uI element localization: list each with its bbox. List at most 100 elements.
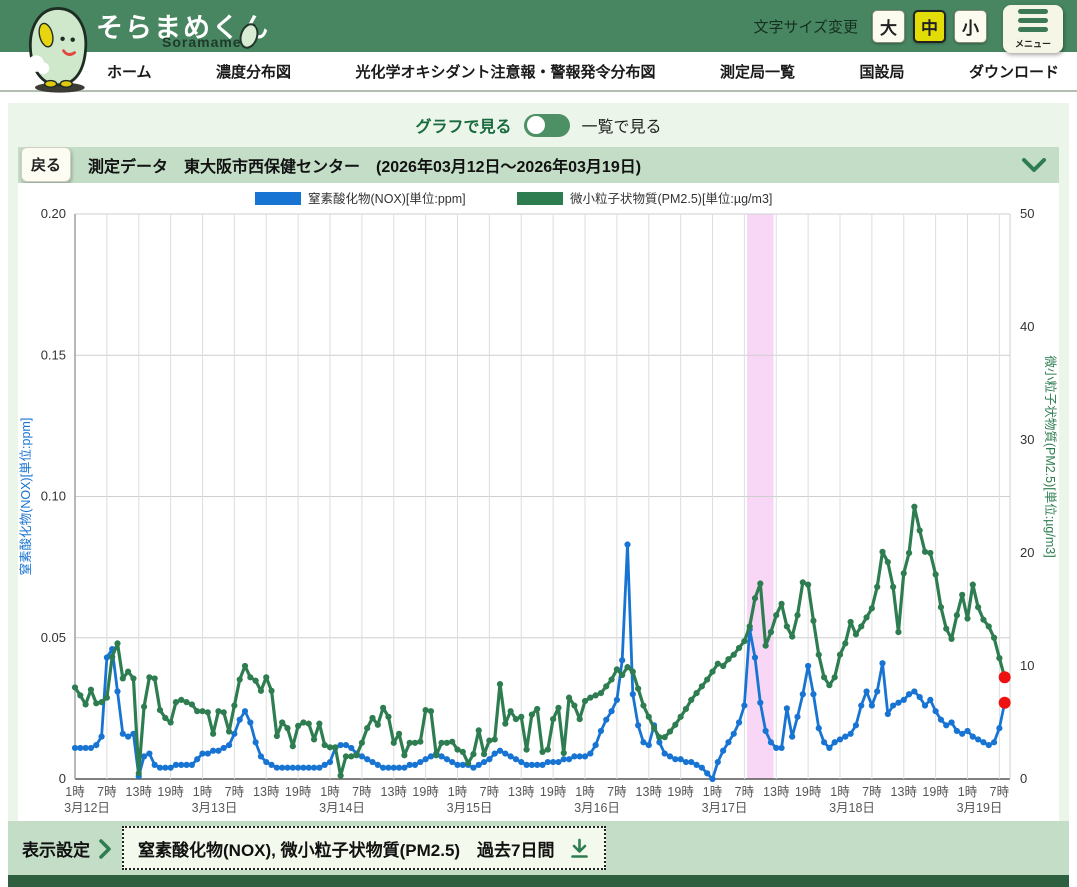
date-label: 3月15日 bbox=[447, 801, 493, 815]
svg-text:13時: 13時 bbox=[636, 785, 663, 799]
chevron-down-icon[interactable] bbox=[1021, 158, 1047, 173]
data-point bbox=[534, 705, 541, 713]
data-point bbox=[852, 722, 860, 729]
data-point bbox=[98, 699, 105, 706]
data-point bbox=[990, 634, 998, 641]
parameter-selection-button[interactable]: 窒素酸化物(NOX), 微小粒子状物質(PM2.5) 過去7日間 bbox=[122, 826, 606, 870]
left-axis-title: 窒素酸化物(NOX)[単位:ppm] bbox=[18, 418, 33, 576]
nav-item-4[interactable]: 国設局 bbox=[859, 63, 905, 81]
date-label: 3月16日 bbox=[574, 801, 620, 815]
nav-item-0[interactable]: ホーム bbox=[107, 63, 152, 81]
view-mode-row: グラフで見る 一覧で見る bbox=[8, 103, 1069, 147]
data-point bbox=[252, 739, 259, 746]
data-point bbox=[613, 666, 620, 673]
data-point bbox=[959, 730, 966, 737]
font-size-button-0[interactable]: 大 bbox=[872, 9, 905, 43]
data-point bbox=[858, 702, 865, 709]
soramame-mascot-logo bbox=[20, 7, 88, 93]
data-point bbox=[831, 674, 838, 681]
menu-button[interactable]: メニュー bbox=[1003, 5, 1063, 53]
data-point bbox=[358, 753, 365, 760]
data-point bbox=[486, 737, 493, 744]
data-point bbox=[316, 764, 323, 771]
data-point bbox=[321, 761, 328, 768]
svg-text:19時: 19時 bbox=[285, 785, 312, 799]
data-point bbox=[140, 703, 148, 710]
data-point bbox=[406, 761, 413, 768]
list-view-label[interactable]: 一覧で見る bbox=[581, 119, 662, 136]
data-point bbox=[236, 716, 243, 723]
data-point bbox=[417, 758, 424, 766]
data-point bbox=[98, 733, 105, 740]
measurement-chart[interactable]: 0.20 0.15 0.10 0.05 0 50 40 30 20 10 0 1時 7時 13時 19時 3月… bbox=[18, 183, 1059, 821]
font-size-button-2[interactable]: 小 bbox=[954, 9, 987, 43]
data-point bbox=[109, 653, 116, 661]
data-point bbox=[231, 730, 238, 737]
data-point bbox=[364, 756, 371, 763]
data-point bbox=[996, 725, 1003, 732]
data-point bbox=[836, 736, 844, 743]
data-point bbox=[773, 612, 780, 619]
font-size-button-1[interactable]: 中 bbox=[913, 9, 946, 43]
nav-item-1[interactable]: 濃度分布図 bbox=[216, 63, 292, 81]
nav-item-2[interactable]: 光化学オキシダント注意報・警報発令分布図 bbox=[355, 63, 656, 81]
data-point bbox=[990, 739, 998, 746]
date-label: 3月14日 bbox=[319, 801, 365, 815]
nav-item-3[interactable]: 測定局一覧 bbox=[720, 63, 796, 81]
svg-text:0.10: 0.10 bbox=[41, 489, 66, 504]
data-point bbox=[964, 727, 971, 735]
view-toggle-switch[interactable] bbox=[523, 113, 570, 137]
data-point bbox=[300, 764, 307, 771]
data-point bbox=[268, 687, 275, 694]
data-point bbox=[932, 708, 939, 715]
data-point bbox=[300, 719, 307, 726]
back-button[interactable]: 戻る bbox=[21, 146, 72, 182]
data-point bbox=[688, 758, 695, 766]
data-point bbox=[401, 764, 408, 771]
date-label: 3月19日 bbox=[957, 801, 1003, 815]
bean-icon bbox=[239, 23, 259, 49]
svg-text:40: 40 bbox=[1020, 319, 1034, 334]
data-point bbox=[512, 756, 520, 763]
svg-text:0.20: 0.20 bbox=[41, 206, 66, 221]
data-point bbox=[305, 720, 312, 727]
data-point bbox=[188, 761, 195, 768]
data-point bbox=[358, 739, 365, 746]
data-point bbox=[826, 682, 833, 689]
data-point bbox=[831, 739, 838, 746]
data-point bbox=[640, 702, 647, 709]
data-point bbox=[310, 764, 318, 771]
data-point bbox=[603, 716, 610, 723]
svg-text:30: 30 bbox=[1020, 432, 1034, 447]
data-point bbox=[279, 764, 286, 771]
data-point bbox=[948, 635, 955, 642]
download-icon[interactable] bbox=[569, 838, 590, 859]
data-point bbox=[985, 623, 992, 630]
data-point bbox=[156, 764, 164, 771]
data-point bbox=[454, 761, 461, 768]
data-point bbox=[486, 756, 493, 763]
data-point bbox=[427, 708, 435, 715]
data-point bbox=[863, 688, 870, 695]
nav-item-5[interactable]: ダウンロード bbox=[968, 63, 1059, 81]
data-point bbox=[395, 764, 403, 771]
data-point bbox=[449, 758, 456, 766]
data-point bbox=[183, 761, 190, 768]
data-point bbox=[767, 739, 775, 746]
date-label: 3月13日 bbox=[192, 801, 238, 815]
data-point bbox=[204, 709, 211, 716]
data-point bbox=[943, 625, 950, 632]
svg-text:7時: 7時 bbox=[225, 785, 245, 799]
data-point bbox=[247, 719, 254, 726]
data-point bbox=[273, 732, 280, 740]
data-point bbox=[390, 764, 397, 771]
data-point bbox=[433, 752, 440, 759]
data-point bbox=[401, 752, 408, 759]
data-point bbox=[215, 747, 222, 754]
data-point bbox=[895, 629, 902, 636]
site-title: そらまめくん bbox=[96, 13, 270, 43]
data-point bbox=[140, 753, 148, 760]
data-point bbox=[369, 714, 376, 722]
data-point bbox=[443, 739, 450, 746]
data-point bbox=[475, 727, 482, 734]
